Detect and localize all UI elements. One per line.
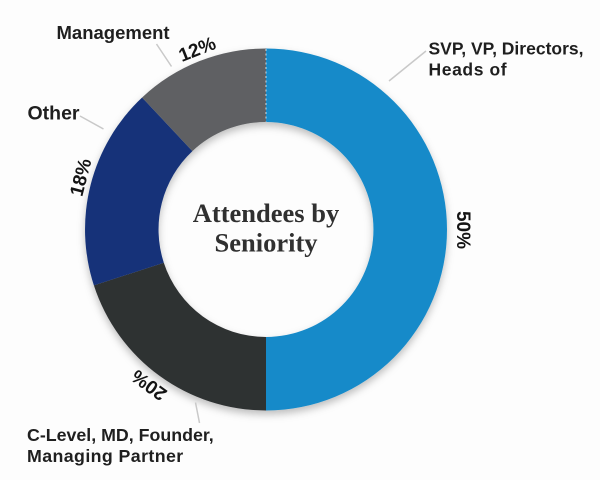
- svg-text:SVP, VP, Directors,Heads of: SVP, VP, Directors, Heads of: [429, 39, 584, 80]
- svg-text:50%: 50%: [452, 211, 473, 249]
- svg-text:Attendees by: Attendees by: [193, 198, 339, 228]
- svg-text:C-Level, MD, Founder,Managing: C-Level, MD, Founder, Managing Partner: [27, 425, 214, 466]
- svg-text:Seniority: Seniority: [214, 228, 317, 258]
- svg-text:Management: Management: [57, 22, 170, 43]
- svg-text:Other: Other: [28, 103, 80, 125]
